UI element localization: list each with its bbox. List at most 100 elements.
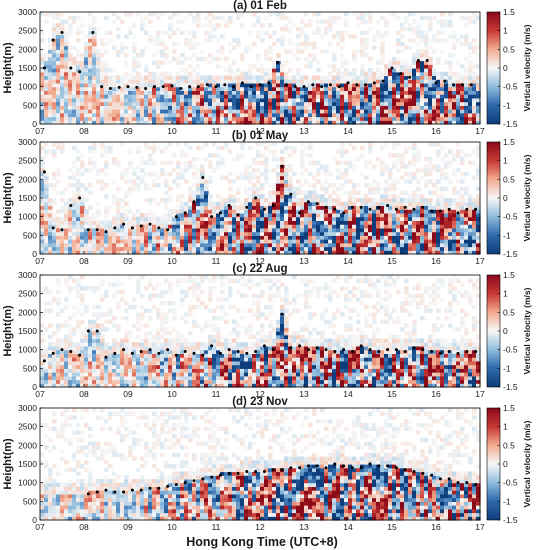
x-tick-label: 14 [343,256,353,266]
blh-point [438,477,442,481]
colorbar-tick-label: -1.5 [503,382,518,392]
blh-point [210,344,214,348]
blh-point [315,464,319,468]
blh-point [359,344,363,348]
x-tick-label: 09 [123,522,133,532]
y-tick-label: 1000 [18,345,37,355]
blh-point [342,211,346,215]
blh-point [170,84,174,88]
blh-point [364,83,368,87]
blh-point [315,346,319,350]
blh-point [201,353,205,357]
x-tick-label: 10 [167,256,177,266]
blh-point [456,211,460,215]
boundary-layer-markers [86,462,478,496]
panel-3: (c) 22 Aug 0 500 1000 1500 2000 2500 3000 Height… [2,263,532,399]
blh-point [408,75,412,79]
blh-point [201,175,205,179]
blh-point [284,83,288,87]
colorbar-tick-label: -0.5 [503,345,518,355]
blh-point [447,207,451,211]
blh-point [196,85,200,89]
panel-title: (c) 22 Aug [232,263,287,275]
colorbar-tick-label: 0 [503,63,508,73]
blh-point [245,469,249,473]
blh-point [456,351,460,355]
blh-point [192,200,196,204]
blh-point [236,213,240,217]
blh-point [130,351,134,355]
blh-point [152,85,156,89]
blh-point [60,228,64,232]
blh-point [174,215,178,219]
x-tick-label: 08 [79,256,89,266]
colorbar-tick-label: 1 [503,156,508,166]
panels-layer: (a) 01 Feb050010001500200025003000Height… [2,0,532,532]
boundary-layer-markers [42,312,478,363]
y-tick-label: 1500 [18,326,37,336]
colorbar: -1.5 -1 -0.5 0 0.5 1 1.5 Vertical velocity (m/s… [486,403,532,525]
colorbar-tick-label: 1.5 [503,270,515,280]
blh-point [328,83,332,87]
blh-point [166,228,170,232]
colorbar-tick-label: -1 [503,363,511,373]
colorbar-tick-label: 0.5 [503,44,515,54]
blh-point [289,192,293,196]
blh-point [262,207,266,211]
blh-point [474,207,478,211]
blh-point [108,87,112,91]
colorbar-tick-label: -1 [503,230,511,240]
blh-point [78,353,82,357]
x-tick-label: 13 [299,522,309,532]
blh-point [337,85,341,89]
blh-point [394,466,398,470]
x-tick-label: 16 [431,522,441,532]
blh-point [104,488,108,492]
x-tick-label: 15 [387,126,397,136]
blh-point [183,481,187,485]
velocity-heatmap [40,275,481,388]
blh-point [227,203,231,207]
blh-point [333,462,337,466]
blh-point [210,215,214,219]
blh-point [60,31,64,35]
y-tick-label: 2000 [18,174,37,184]
blh-point [403,350,407,354]
blh-point [298,344,302,348]
colorbar-tick-label: 0.5 [503,440,515,450]
blh-point [78,196,82,200]
colorbar-tick-label: 1 [503,289,508,299]
blh-point [130,226,134,230]
y-tick-label: 0 [32,515,37,525]
blh-point [416,59,420,63]
y-tick-label: 3000 [18,137,37,147]
blh-point [262,469,266,473]
blh-point [218,351,222,355]
blh-point [95,490,99,494]
blh-point [210,475,214,479]
blh-point [293,85,297,89]
blh-point [245,205,249,209]
panel-title: (a) 01 Feb [233,0,287,12]
blh-point [179,87,183,91]
x-tick-label: 12 [255,522,265,532]
blh-point [86,329,90,333]
x-tick-label: 09 [123,126,133,136]
y-tick-label: 0 [32,249,37,259]
colorbar-tick-label: 1 [503,422,508,432]
blh-point [148,222,152,226]
blh-point [306,348,310,352]
x-tick-label: 07 [35,126,45,136]
blh-point [298,211,302,215]
blh-point [465,481,469,485]
blh-point [377,464,381,468]
x-tick-label: 17 [475,126,485,136]
blh-point [447,350,451,354]
blh-point [302,85,306,89]
x-tick-label: 13 [299,256,309,266]
colorbar-tick-label: 1.5 [503,137,515,147]
blh-point [183,211,187,215]
blh-point [465,207,469,211]
blh-point [333,207,337,211]
x-tick-label: 11 [212,522,221,532]
